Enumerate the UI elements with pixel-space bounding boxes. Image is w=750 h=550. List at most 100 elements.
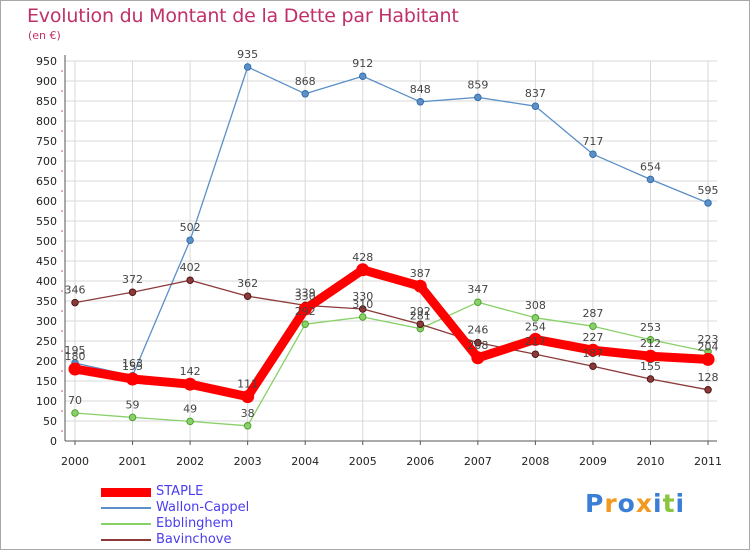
data-label: 111	[237, 378, 258, 391]
y-axis-minor-mark	[61, 190, 63, 192]
data-label: 49	[183, 402, 197, 415]
x-tick-label: 2000	[61, 455, 89, 468]
data-label: 372	[122, 273, 143, 286]
data-label: 217	[525, 335, 546, 348]
x-tick-label: 2003	[234, 455, 262, 468]
data-label: 308	[525, 299, 546, 312]
y-tick-label: 550	[36, 215, 57, 228]
y-axis-minor-mark	[61, 410, 63, 412]
series-ebblinghem	[71, 298, 712, 430]
data-point	[528, 332, 542, 346]
data-label: 330	[295, 290, 316, 303]
data-label: 868	[295, 75, 316, 88]
y-axis-minor-mark	[61, 330, 63, 332]
data-point	[71, 409, 79, 417]
data-point	[646, 336, 655, 344]
data-label: 253	[640, 321, 661, 334]
legend-swatch	[101, 487, 151, 497]
data-label: 287	[582, 307, 603, 320]
data-point	[301, 320, 309, 328]
data-label: 654	[640, 160, 661, 173]
y-axis-minor-mark	[61, 270, 63, 272]
data-point	[644, 349, 657, 363]
data-point	[589, 150, 597, 158]
y-axis-minor-mark	[61, 370, 63, 372]
y-axis-minor-mark	[61, 70, 63, 72]
data-point	[474, 93, 482, 102]
y-tick-label: 0	[50, 435, 57, 448]
series-staple	[68, 263, 715, 404]
data-point	[474, 298, 482, 306]
data-label: 502	[180, 221, 201, 234]
data-label: 208	[467, 339, 488, 352]
data-label: 187	[582, 347, 603, 360]
y-axis-minor-mark	[61, 230, 63, 232]
y-tick-label: 150	[36, 375, 57, 388]
data-label: 717	[582, 135, 603, 148]
data-label: 330	[352, 290, 373, 303]
y-axis-minor-mark	[61, 210, 63, 212]
data-point	[531, 350, 540, 358]
data-label: 292	[295, 305, 316, 318]
y-tick-label: 650	[36, 175, 57, 188]
data-label: 223	[698, 333, 719, 346]
y-axis-minor-mark	[61, 110, 63, 112]
data-label: 310	[352, 298, 373, 311]
chart-title: Evolution du Montant de la Dette par Hab…	[27, 5, 459, 27]
x-tick-label: 2008	[521, 455, 549, 468]
data-point	[359, 72, 367, 80]
data-point	[586, 343, 600, 357]
logo-letter: t	[662, 489, 676, 518]
data-label: 212	[640, 337, 661, 350]
x-tick-label: 2011	[694, 455, 722, 468]
data-label: 935	[237, 48, 258, 61]
data-point	[471, 351, 485, 365]
y-tick-label: 450	[36, 255, 57, 268]
legend-swatch	[101, 507, 151, 509]
y-tick-label: 600	[36, 195, 57, 208]
data-label: 155	[640, 360, 661, 373]
y-axis-minor-mark	[61, 170, 63, 172]
data-point	[589, 322, 597, 330]
data-label: 912	[352, 57, 373, 70]
logo-letter: x	[635, 489, 653, 518]
y-axis-minor-mark	[61, 390, 63, 392]
y-axis-minor-mark	[61, 290, 63, 292]
data-point	[646, 375, 655, 383]
data-label: 155	[122, 360, 143, 373]
data-point	[589, 362, 597, 370]
data-point	[531, 102, 540, 110]
series-line	[70, 265, 713, 402]
legend-label: Wallon-Cappel	[156, 500, 250, 515]
data-label: 402	[180, 261, 201, 274]
logo-letter: P	[585, 489, 605, 518]
logo-letter: i	[675, 489, 686, 518]
x-tick-label: 2002	[176, 455, 204, 468]
x-tick-label: 2005	[349, 455, 377, 468]
data-label: 180	[65, 350, 86, 363]
data-point	[243, 292, 252, 300]
y-axis-minor-mark	[61, 310, 63, 312]
y-axis-minor-mark	[61, 90, 63, 92]
data-label: 595	[698, 184, 719, 197]
data-point	[68, 362, 82, 376]
data-label: 428	[352, 251, 373, 264]
data-point	[359, 313, 367, 321]
logo-letter: o	[617, 489, 636, 518]
series-line	[74, 279, 709, 391]
y-axis-minor-mark	[61, 130, 63, 132]
data-label: 292	[410, 305, 431, 318]
y-tick-label: 100	[36, 395, 57, 408]
data-point	[243, 63, 252, 71]
data-label: 59	[126, 398, 140, 411]
grid	[65, 60, 717, 442]
y-tick-label: 300	[36, 315, 57, 328]
series-line	[74, 301, 709, 427]
y-tick-label: 950	[36, 55, 57, 68]
y-axis-minor-mark	[61, 430, 63, 432]
y-tick-label: 900	[36, 75, 57, 88]
x-tick-label: 2007	[464, 455, 492, 468]
y-tick-label: 50	[43, 415, 57, 428]
